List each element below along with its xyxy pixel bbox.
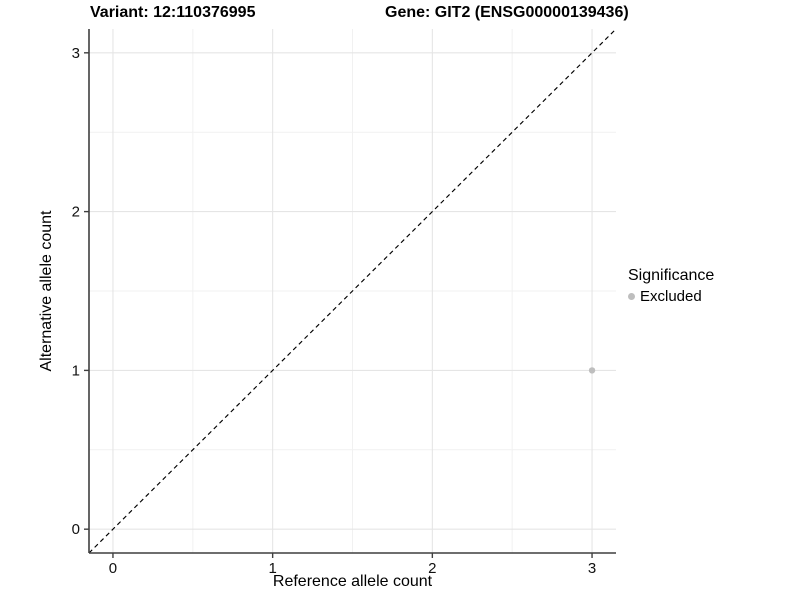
identity-line — [88, 28, 617, 554]
x-axis-label: Reference allele count — [272, 573, 433, 590]
legend-entry: Excluded — [628, 288, 714, 305]
x-tick-label: 2 — [428, 560, 436, 577]
variant-title: Variant: 12:110376995 — [90, 4, 256, 21]
legend-key-dot — [628, 293, 635, 300]
y-tick-label: 1 — [72, 362, 80, 379]
x-tick-label: 0 — [109, 560, 117, 577]
y-axis-label: Alternative allele count — [38, 210, 55, 372]
legend-entries: Excluded — [628, 288, 714, 305]
x-tick-label: 3 — [588, 560, 596, 577]
legend: Significance Excluded — [628, 267, 714, 305]
gene-title: Gene: GIT2 (ENSG00000139436) — [385, 4, 629, 21]
x-tick-label: 1 — [268, 560, 276, 577]
data-point — [588, 367, 596, 374]
legend-title: Significance — [628, 267, 715, 284]
y-tick-label: 3 — [72, 45, 80, 62]
legend-entry-label: Excluded — [640, 288, 702, 305]
y-tick-label: 2 — [72, 204, 80, 221]
y-tick-label: 0 — [72, 521, 80, 538]
